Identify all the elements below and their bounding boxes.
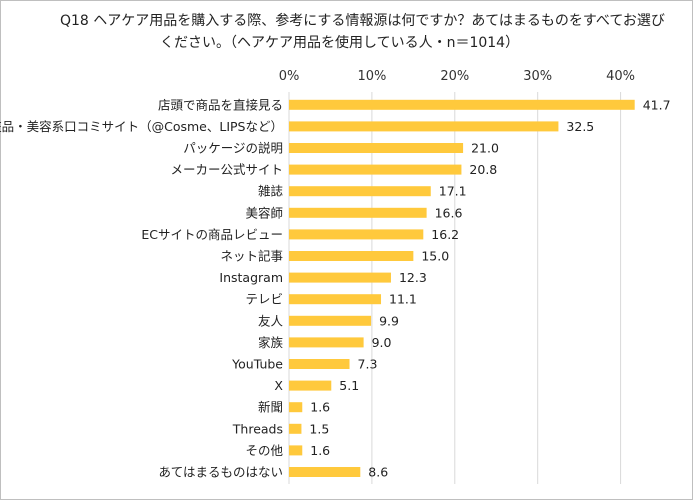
x-tick-label: 40% <box>606 69 635 84</box>
bar <box>289 164 462 175</box>
category-label: YouTube <box>231 357 283 372</box>
value-label: 17.1 <box>439 184 467 199</box>
x-tick-label: 0% <box>279 69 300 84</box>
bar <box>289 359 350 369</box>
value-label: 20.8 <box>469 162 497 177</box>
value-label: 1.6 <box>310 400 330 415</box>
bar <box>289 423 302 434</box>
category-label: X <box>274 378 283 393</box>
value-label: 21.0 <box>471 141 499 156</box>
bar <box>289 121 559 132</box>
category-label: 店頭で商品を直接見る <box>158 97 283 112</box>
bar <box>289 207 427 218</box>
bar <box>289 99 635 110</box>
value-label: 11.1 <box>389 292 417 307</box>
value-label: 1.6 <box>310 443 330 458</box>
bar <box>289 315 372 326</box>
bar <box>289 229 424 240</box>
category-label: あてはまるものはない <box>158 465 283 480</box>
bar <box>289 337 364 348</box>
value-label: 12.3 <box>399 270 427 285</box>
bar <box>289 380 332 391</box>
category-label: 新聞 <box>258 400 283 415</box>
value-label: 15.0 <box>421 249 449 264</box>
bar <box>289 143 464 153</box>
value-label: 32.5 <box>566 119 594 134</box>
category-label: 雑誌 <box>258 184 284 199</box>
bar <box>289 186 431 197</box>
category-label: ネット記事 <box>220 249 283 264</box>
category-label: パッケージの説明 <box>183 141 283 156</box>
category-label: 美容師 <box>245 205 283 220</box>
category-label: Threads <box>232 421 283 436</box>
x-tick-label: 20% <box>440 69 469 84</box>
category-label: 家族 <box>258 335 284 350</box>
category-label: メーカー公式サイト <box>170 162 283 177</box>
bar <box>289 272 391 283</box>
category-label: その他 <box>245 443 283 458</box>
x-tick-label: 30% <box>523 69 552 84</box>
value-label: 7.3 <box>358 357 378 372</box>
value-label: 41.7 <box>643 97 671 112</box>
value-label: 8.6 <box>368 465 388 480</box>
category-label: Instagram <box>219 270 283 285</box>
bar <box>289 467 361 477</box>
bar <box>289 294 382 305</box>
value-label: 5.1 <box>339 378 359 393</box>
bar <box>289 445 303 456</box>
category-label: ECサイトの商品レビュー <box>141 227 283 242</box>
value-label: 16.6 <box>435 205 463 220</box>
category-label: テレビ <box>245 292 283 307</box>
category-label: 化粧品・美容系口コミサイト（@Cosme、LIPSなど） <box>0 119 283 134</box>
value-label: 9.0 <box>372 335 392 350</box>
bar <box>289 251 414 261</box>
bar <box>289 402 303 413</box>
value-label: 9.9 <box>379 313 399 328</box>
chart-title-line2: ください。（ヘアケア用品を使用している人・n＝1014） <box>160 35 520 51</box>
category-label: 友人 <box>258 313 284 328</box>
chart-title: Q18 ヘアケア用品を購入する際、参考にする情報源は何ですか？あてはまるものをす… <box>60 10 680 54</box>
chart-title-line1: Q18 ヘアケア用品を購入する際、参考にする情報源は何ですか？あてはまるものをす… <box>60 13 665 29</box>
value-label: 16.2 <box>431 227 459 242</box>
x-tick-label: 10% <box>357 69 386 84</box>
value-label: 1.5 <box>309 421 329 436</box>
